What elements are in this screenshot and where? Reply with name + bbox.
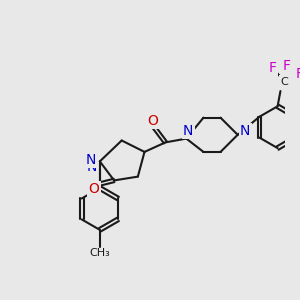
Text: C: C — [280, 76, 288, 87]
Text: F: F — [282, 59, 290, 73]
Text: N: N — [87, 160, 98, 174]
Text: F: F — [269, 61, 277, 75]
Text: O: O — [89, 182, 100, 196]
Text: N: N — [183, 124, 194, 138]
Text: CH₃: CH₃ — [89, 248, 110, 258]
Text: N: N — [240, 124, 250, 138]
Text: F: F — [296, 67, 300, 81]
Text: N: N — [85, 152, 95, 167]
Text: O: O — [148, 113, 158, 128]
